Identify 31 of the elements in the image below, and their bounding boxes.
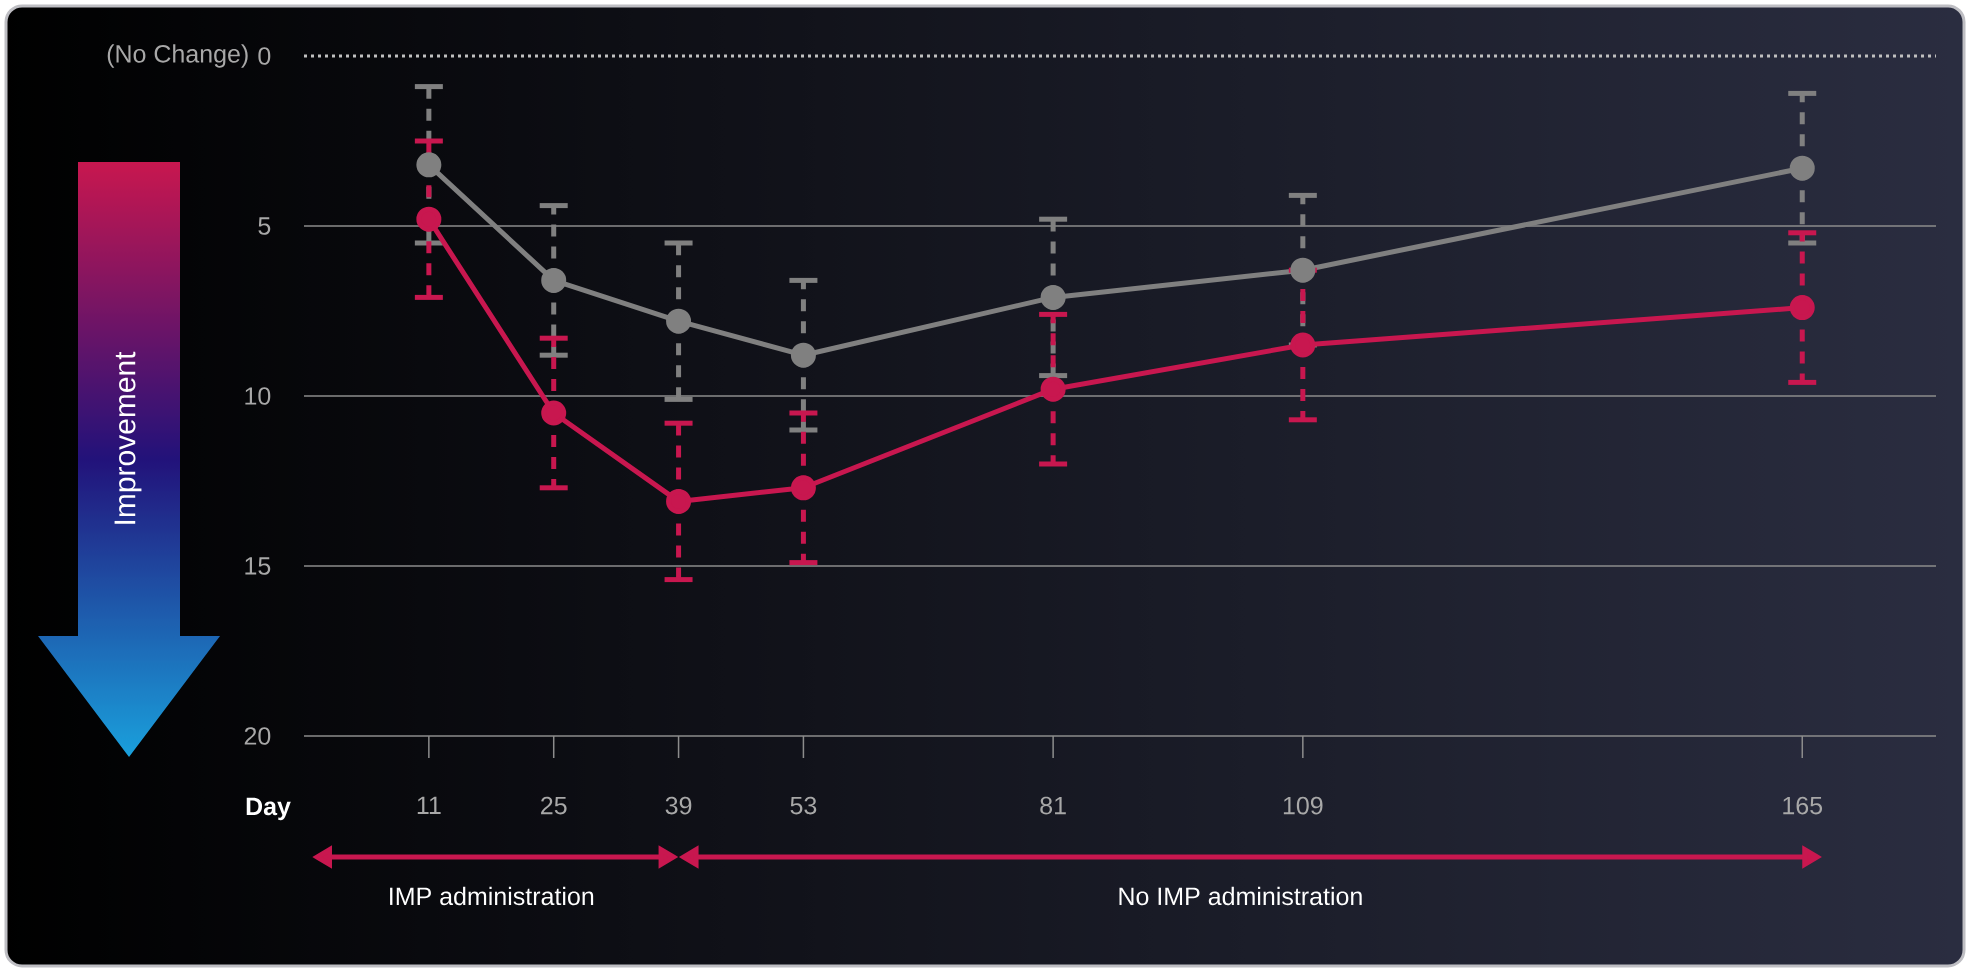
point	[790, 475, 816, 501]
point	[416, 152, 442, 178]
x-tick-label: 109	[1283, 796, 1323, 815]
point	[1789, 295, 1815, 321]
x-tick-label: 39	[665, 796, 692, 815]
point	[666, 488, 692, 514]
x-tick-label: 11	[417, 796, 441, 814]
y-tick-label: 5	[258, 217, 271, 235]
point	[1040, 284, 1066, 310]
y-tick-label: 20	[244, 727, 271, 745]
point	[1040, 376, 1066, 402]
y-tick-label: 0	[258, 47, 271, 65]
x-axis-title: Day	[246, 797, 291, 821]
text: Improvement	[114, 351, 142, 524]
x-tick-label: 81	[1040, 796, 1066, 815]
x-tick-label: 25	[541, 796, 567, 815]
ref-line-label: (No Change)	[107, 44, 248, 68]
point	[790, 342, 816, 368]
point	[1290, 332, 1316, 358]
y-tick-label: 15	[245, 557, 271, 575]
point	[1789, 155, 1815, 181]
point	[1290, 257, 1316, 283]
point	[541, 267, 567, 293]
point	[416, 206, 442, 232]
point	[541, 400, 567, 426]
text: No IMP administration	[1119, 886, 1362, 906]
x-tick-label: 165	[1783, 796, 1823, 815]
point	[666, 308, 692, 334]
text: IMP administration	[390, 886, 594, 906]
x-tick-label: 53	[790, 796, 817, 815]
y-tick-label: 10	[245, 387, 271, 405]
